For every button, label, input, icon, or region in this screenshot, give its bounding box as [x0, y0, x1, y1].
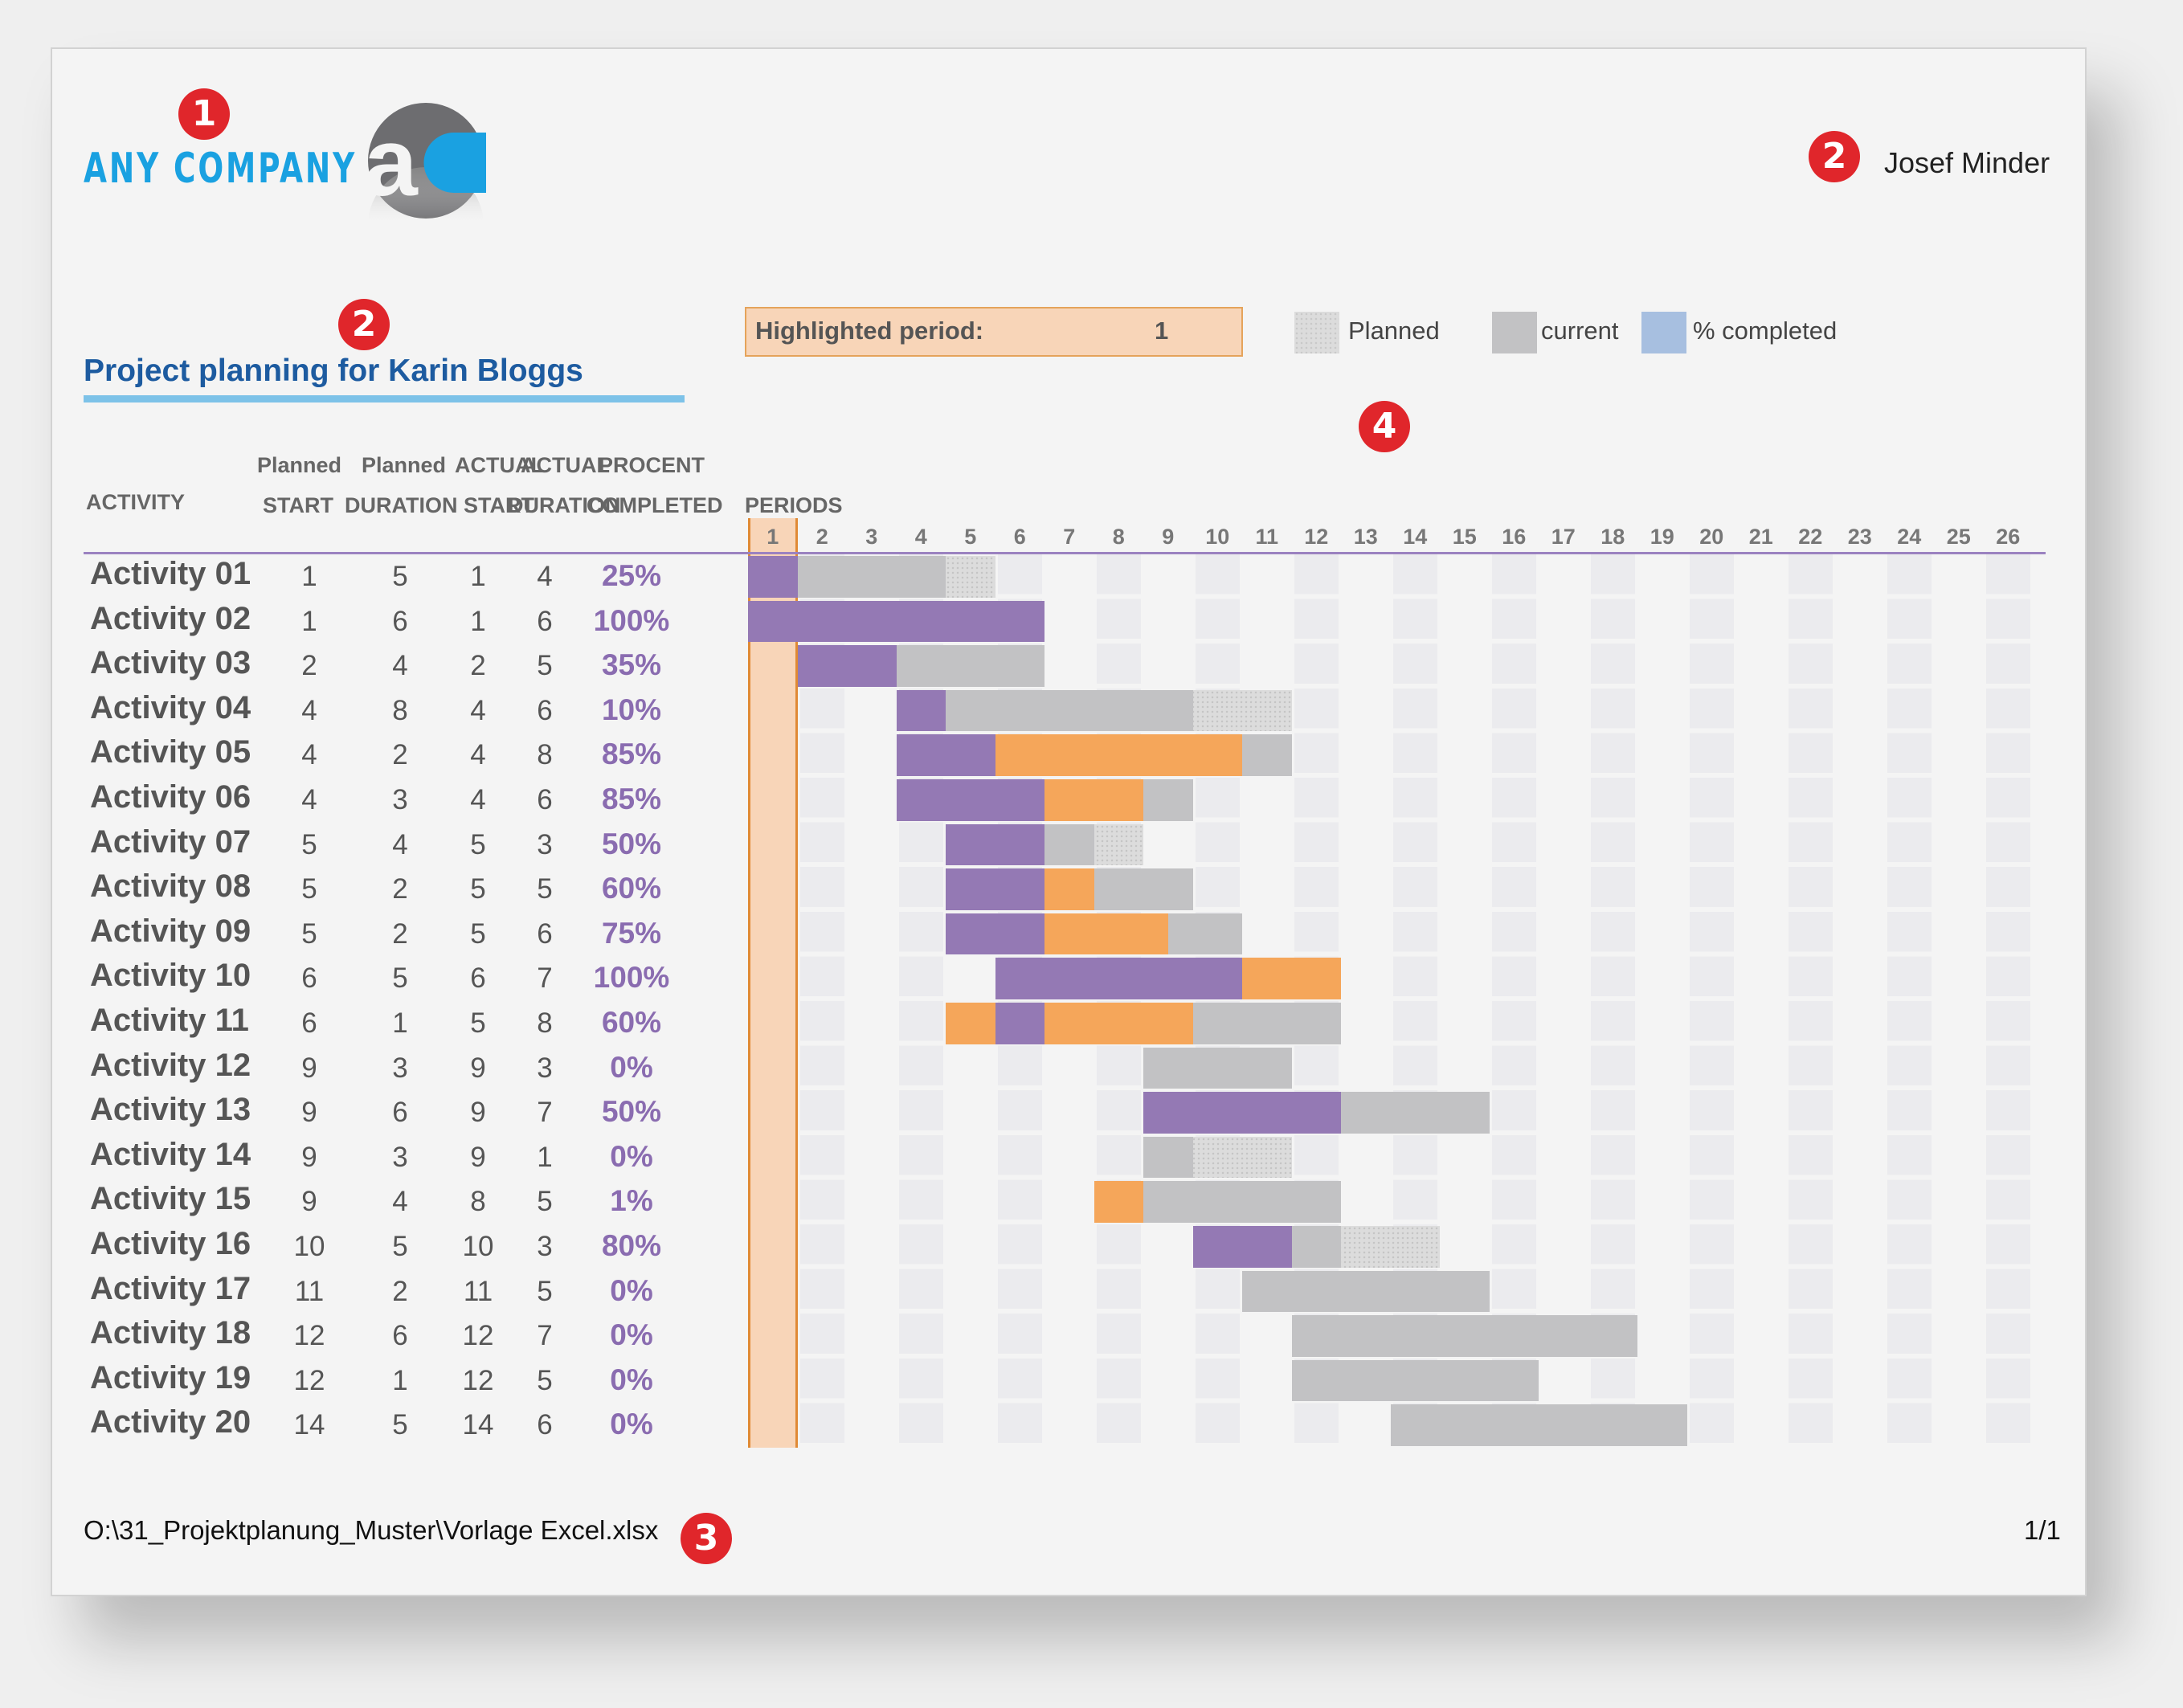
header-actual-duration-2: DURATION	[508, 493, 621, 517]
person-name: Josef Minder	[1884, 146, 2050, 179]
header-actual-duration-1: ACTUAL	[521, 453, 610, 477]
company-name: ANY COMPANY	[84, 145, 358, 193]
badge-4: 4	[1359, 401, 1410, 452]
header-actual-start-1: ACTUAL	[455, 453, 544, 477]
header-percent-1: PROCENT	[599, 453, 705, 477]
legend-planned-label: Planned	[1348, 317, 1440, 345]
highlight-period-label: Highlighted period:	[755, 317, 984, 345]
header-planned-start-2: START	[263, 493, 333, 517]
badge-2-title: 2	[338, 299, 390, 350]
company-logo: a	[364, 103, 486, 225]
header-periods: PERIODS	[745, 493, 843, 517]
header-percent-2: COMPLETED	[587, 493, 723, 517]
header-planned-duration-1: Planned	[362, 453, 447, 477]
highlight-period-value[interactable]: 1	[1155, 317, 1169, 345]
header-actual-start-2: START	[464, 493, 534, 517]
badge-2-user: 2	[1809, 131, 1860, 182]
badge-1: 1	[178, 88, 230, 140]
badge-3: 3	[681, 1513, 732, 1564]
page-number: 1/1	[2024, 1515, 2061, 1545]
project-title: Project planning for Karin Bloggs	[84, 353, 583, 388]
legend-completed-swatch	[1641, 312, 1686, 353]
logo-letter-a: a	[364, 108, 419, 216]
header-planned-duration-2: DURATION	[345, 493, 458, 517]
report-page	[51, 47, 2087, 1596]
header-planned-start-1: Planned	[257, 453, 342, 477]
legend-current-swatch	[1492, 312, 1537, 353]
highlight-period-box[interactable]	[745, 307, 1243, 357]
legend-planned-swatch	[1294, 312, 1339, 353]
file-path: O:\31_Projektplanung_Muster\Vorlage Exce…	[84, 1515, 659, 1545]
legend-current-label: current	[1541, 317, 1619, 345]
title-underline	[84, 395, 685, 402]
header-activity: ACTIVITY	[86, 490, 186, 514]
legend-completed-label: % completed	[1693, 317, 1838, 345]
